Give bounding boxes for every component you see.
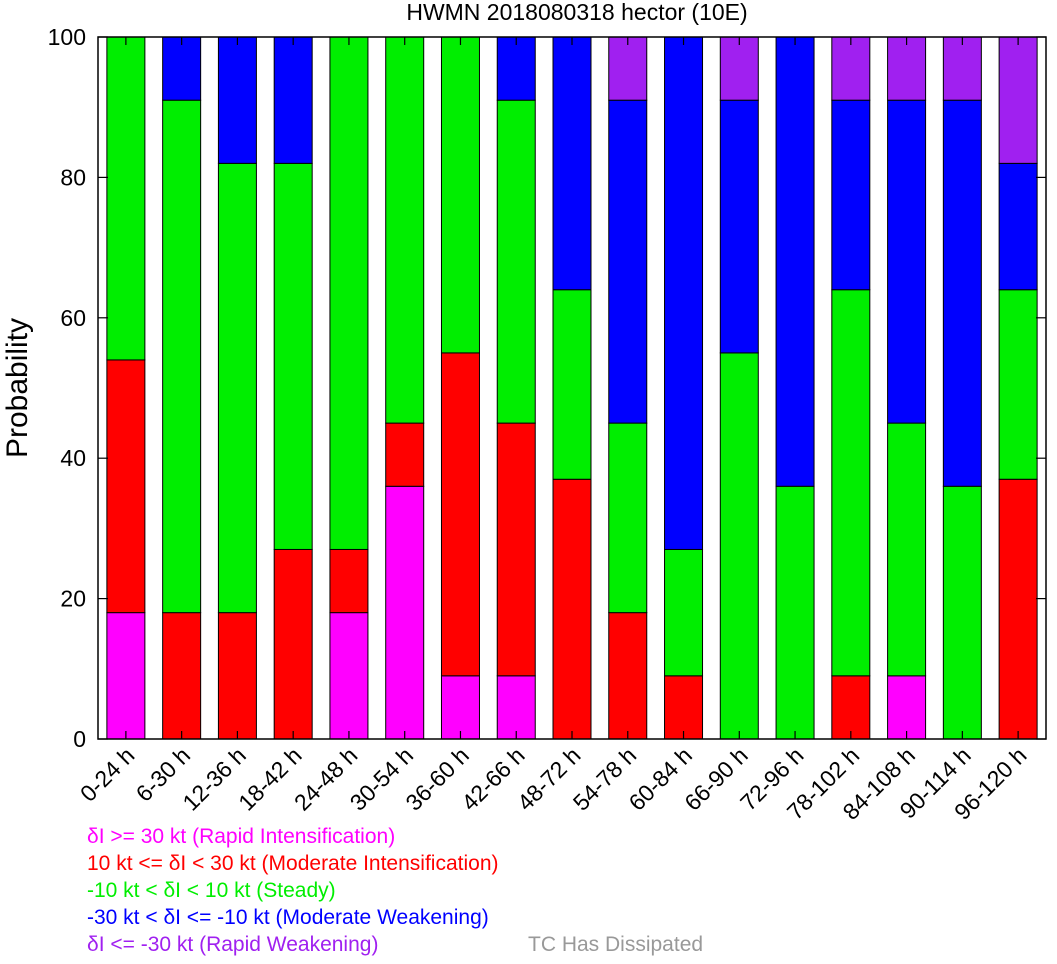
bar-segment — [440, 352, 480, 677]
bar-segment — [385, 485, 425, 740]
bar-segment — [831, 675, 871, 740]
legend-entry: -30 kt < δI <= -10 kt (Moderate Weakenin… — [87, 906, 489, 929]
bar-segment — [887, 36, 927, 101]
bar-segment — [887, 675, 927, 740]
bar-segment — [719, 36, 759, 101]
bar-segment — [552, 289, 592, 480]
y-tick-label: 60 — [60, 305, 86, 331]
y-tick-label: 40 — [60, 445, 86, 471]
bar-segment — [217, 36, 257, 164]
bar-segment — [162, 36, 202, 101]
bar-segment — [496, 99, 536, 424]
bar-segment — [664, 675, 704, 740]
bar-segment — [329, 612, 369, 740]
bar-segment — [831, 99, 871, 291]
legend-entry-dissipated: TC Has Dissipated — [528, 933, 703, 956]
y-axis-label: Probability — [1, 318, 34, 458]
legend-entry: -10 kt < δI < 10 kt (Steady) — [87, 879, 336, 902]
bar-segment — [329, 36, 369, 550]
bar-segment — [106, 36, 146, 361]
bar-segment — [942, 36, 982, 101]
bar-segment — [496, 36, 536, 101]
bar-segment — [106, 612, 146, 740]
bar-segment — [608, 612, 648, 740]
chart-title: HWMN 2018080318 hector (10E) — [406, 0, 747, 25]
bar-segment — [496, 422, 536, 677]
bar-segment — [162, 612, 202, 740]
bar-segment — [942, 99, 982, 487]
bar-segment — [775, 36, 815, 487]
bar-segment — [608, 99, 648, 424]
legend: δI >= 30 kt (Rapid Intensification) 10 kt… — [87, 825, 703, 956]
bar-segment — [664, 36, 704, 550]
bar-segment — [440, 675, 480, 740]
bar-segment — [887, 99, 927, 424]
legend-entry: δI >= 30 kt (Rapid Intensification) — [87, 825, 395, 848]
legend-entry: 10 kt <= δI < 30 kt (Moderate Intensific… — [87, 852, 499, 875]
bar-segment — [719, 352, 759, 740]
y-tick-label: 80 — [60, 164, 86, 190]
bar-segment — [273, 548, 313, 740]
bar-segment — [998, 478, 1038, 740]
bar-segment — [998, 162, 1038, 291]
bar-segment — [217, 612, 257, 740]
bar-segment — [385, 36, 425, 424]
legend-entry: δI <= -30 kt (Rapid Weakening) — [87, 933, 378, 956]
bar-segment — [385, 422, 425, 487]
bar-segment — [887, 422, 927, 677]
bar-segment — [831, 36, 871, 101]
bar-segment — [942, 485, 982, 740]
bar-segment — [440, 36, 480, 354]
bar-segment — [217, 162, 257, 614]
bar-segment — [719, 99, 759, 354]
bar-segment — [329, 548, 369, 614]
bar-segment — [831, 289, 871, 677]
bar-segment — [552, 36, 592, 291]
bars-layer — [106, 36, 1038, 740]
bar-segment — [664, 548, 704, 677]
bar-segment — [552, 478, 592, 740]
bar-segment — [608, 422, 648, 614]
bar-segment — [273, 162, 313, 550]
bar-segment — [496, 675, 536, 740]
bar-segment — [775, 485, 815, 740]
y-tick-label: 0 — [73, 726, 86, 752]
bar-segment — [106, 359, 146, 614]
y-tick-label: 20 — [60, 586, 86, 612]
y-tick-label: 100 — [48, 24, 86, 50]
bar-segment — [998, 36, 1038, 164]
bar-segment — [608, 36, 648, 101]
bar-segment — [273, 36, 313, 164]
bar-segment — [998, 289, 1038, 480]
bar-segment — [162, 99, 202, 614]
